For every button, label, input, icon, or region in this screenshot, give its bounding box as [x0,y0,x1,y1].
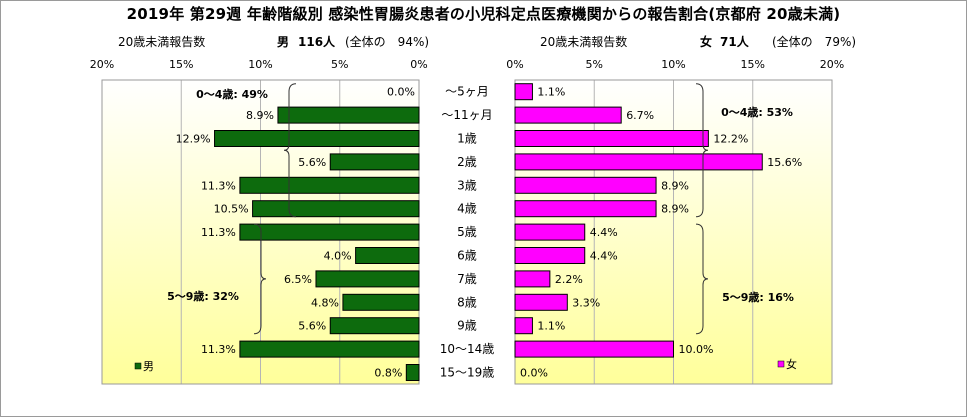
male-data-label: 11.3% [201,226,236,239]
male-bar [239,340,420,358]
female-data-label: 8.9% [661,179,689,192]
male-legend-swatch [134,362,142,370]
male-data-label: 10.5% [214,203,249,216]
female-data-label: 4.4% [590,250,618,263]
category-label: 7歳 [457,272,477,286]
male-data-label: 0.8% [374,367,402,380]
male-data-label: 4.8% [311,296,339,309]
female-bar [514,106,622,124]
female-0-4-brace [695,83,709,218]
male-tick-label: 20% [90,58,114,71]
male-data-label: 12.9% [176,133,211,146]
category-label: 2歳 [457,155,477,169]
female-data-label: 4.4% [590,226,618,239]
female-bar [514,247,586,264]
male-bar [405,364,420,381]
category-label: 1歳 [457,132,477,146]
female-header-sex: 女 [700,35,713,49]
female-bar [514,223,586,241]
female-header-share: (全体の 79%) [772,35,857,49]
male-bar [355,247,420,264]
category-label: 5歳 [457,225,477,239]
female-bar [514,270,551,288]
female-bar [514,340,674,358]
female-5-9-brace [695,223,709,335]
male-bar [239,223,420,241]
male-bar [329,153,420,171]
female-tick-label: 5% [586,58,603,71]
female-5-9-annotation: 5～9歳: 16% [722,290,794,304]
category-label: 9歳 [457,319,477,333]
category-label: 8歳 [457,295,477,309]
female-data-label: 0.0% [520,367,548,380]
female-data-label: 15.6% [767,156,802,169]
female-data-label: 8.9% [661,203,689,216]
male-bar [239,176,420,194]
male-header-sex: 男 [277,35,290,49]
male-header-share: (全体の 94%) [345,35,430,49]
female-data-label: 1.1% [537,320,565,333]
male-data-label: 11.3% [201,343,236,356]
male-bar [315,270,420,288]
category-label: 6歳 [457,249,477,263]
female-tick-label: 0% [506,58,523,71]
male-legend-label: 男 [143,360,154,373]
male-bar [342,293,420,311]
female-legend-swatch [777,360,785,368]
male-bar [329,317,420,335]
male-tick-label: 15% [169,58,193,71]
male-data-label: 0.0% [387,86,415,99]
female-0-4-annotation: 0～4歳: 53% [721,105,793,119]
male-0-4-brace [283,83,297,218]
male-tick-label: 0% [410,58,427,71]
male-tick-label: 5% [331,58,348,71]
category-label: 3歳 [457,178,477,192]
category-label: 10～14歳 [440,342,495,356]
male-bar [277,106,420,124]
female-data-label: 6.7% [626,109,654,122]
male-0-4-annotation: 0～4歳: 49% [196,87,268,101]
female-data-label: 3.3% [572,296,600,309]
male-data-label: 6.5% [284,273,312,286]
female-tick-label: 10% [661,58,685,71]
female-bar [514,83,533,101]
male-data-label: 5.6% [298,320,326,333]
male-bar [214,130,420,147]
male-5-9-brace [253,223,267,335]
chart-title: 2019年 第29週 年齢階級別 感染性胃腸炎患者の小児科定点医療機関からの報告… [126,5,841,23]
female-header-count: 71人 [720,35,749,49]
female-bar [514,176,657,194]
female-bar [514,293,568,311]
female-data-label: 1.1% [537,86,565,99]
female-data-label: 2.2% [555,273,583,286]
female-tick-label: 15% [741,58,765,71]
male-header-label: 20歳未満報告数 [118,35,206,49]
female-bar [514,200,657,218]
male-bar [252,200,420,218]
female-bar [514,317,533,335]
male-data-label: 4.0% [324,250,352,263]
female-data-label: 12.2% [713,133,748,146]
male-header-count: 116人 [298,35,336,49]
female-bar [514,130,709,147]
male-5-9-annotation: 5～9歳: 32% [167,289,239,303]
category-label: 15～19歳 [440,366,495,380]
female-header-label: 20歳未満報告数 [540,35,628,49]
female-legend-label: 女 [786,357,797,371]
category-label: ～5ヶ月 [445,85,489,99]
female-data-label: 10.0% [679,343,714,356]
male-tick-label: 10% [248,58,272,71]
female-bar [514,153,763,171]
male-data-label: 11.3% [201,179,236,192]
category-label: ～11ヶ月 [441,108,492,122]
female-tick-label: 20% [820,58,844,71]
male-data-label: 5.6% [298,156,326,169]
category-label: 4歳 [457,202,477,216]
male-data-label: 8.9% [246,109,274,122]
